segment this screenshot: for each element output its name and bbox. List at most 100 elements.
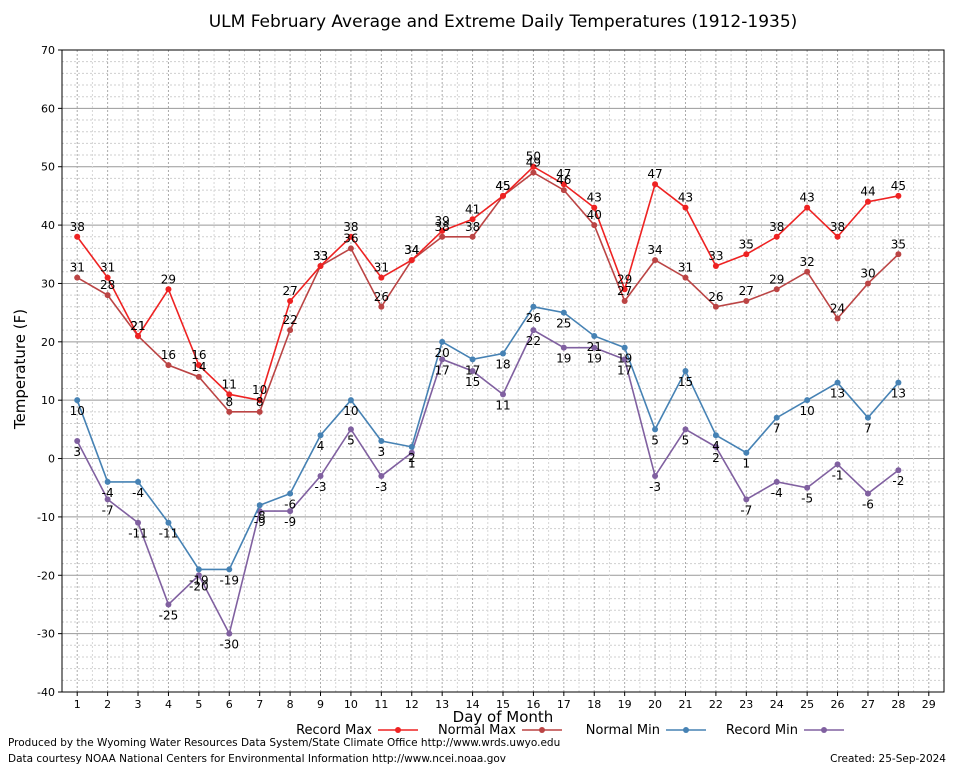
data-label-normal-max: 16 (161, 348, 176, 362)
data-point-record-min (226, 630, 233, 637)
legend-item-normal-max: Normal Max (438, 723, 562, 738)
data-label-record-max: 33 (313, 249, 328, 263)
data-label-normal-max: 29 (769, 272, 784, 286)
data-point-normal-max (652, 257, 659, 264)
data-label-record-min: -30 (219, 638, 239, 652)
data-label-record-max: 31 (374, 261, 389, 275)
data-point-normal-min (834, 379, 841, 386)
legend-label: Record Min (726, 723, 798, 738)
data-point-record-max (469, 216, 476, 223)
data-label-record-min: -6 (862, 498, 874, 512)
data-point-record-max (591, 204, 598, 211)
data-label-normal-max: 46 (556, 173, 571, 187)
x-tick-label: 1 (74, 698, 81, 711)
data-point-record-min (195, 572, 202, 579)
data-point-normal-min (652, 426, 659, 433)
data-label-record-min: -11 (128, 527, 148, 541)
y-tick-label: 40 (41, 219, 55, 232)
data-point-record-max (560, 181, 567, 188)
data-point-normal-min (226, 566, 233, 573)
legend-marker (821, 727, 827, 733)
data-label-normal-min: 7 (773, 422, 781, 436)
data-point-normal-min (804, 397, 811, 404)
data-point-record-max (804, 204, 811, 211)
data-point-normal-max (895, 251, 902, 258)
data-label-record-min: 15 (465, 375, 480, 389)
data-label-normal-max: 38 (435, 220, 450, 234)
footer-data-courtesy: Data courtesy NOAA National Centers for … (8, 753, 507, 765)
legend-label: Record Max (296, 723, 372, 738)
data-point-normal-min (408, 443, 415, 450)
data-point-record-max (165, 286, 172, 293)
series-line-record-max (76, 165, 899, 402)
data-label-record-min: 3 (73, 445, 81, 459)
data-point-normal-max (74, 274, 81, 281)
data-point-record-max (287, 297, 294, 304)
data-point-normal-max (864, 280, 871, 287)
data-label-record-max: 21 (130, 319, 145, 333)
data-point-record-min (378, 473, 385, 480)
data-point-normal-min (682, 368, 689, 374)
data-label-normal-max: 31 (70, 261, 85, 275)
data-label-normal-min: 10 (799, 404, 814, 418)
data-label-record-max: 43 (678, 191, 693, 205)
data-point-record-max (317, 262, 324, 269)
data-point-record-max (834, 233, 841, 240)
data-point-normal-max (743, 297, 750, 304)
data-label-normal-max: 14 (191, 360, 206, 374)
data-label-record-min: 17 (435, 363, 450, 377)
data-label-normal-min: 2 (408, 451, 416, 465)
x-tick-label: 24 (770, 698, 784, 711)
data-label-record-min: 19 (556, 352, 571, 366)
x-tick-label: 23 (739, 698, 753, 711)
data-point-record-max (530, 163, 537, 170)
data-label-normal-max: 34 (404, 243, 419, 257)
data-label-normal-max: 40 (587, 208, 602, 222)
data-label-record-max: 38 (343, 220, 358, 234)
data-label-record-max: 47 (556, 167, 571, 181)
data-label-normal-min: 20 (435, 346, 450, 360)
data-label-normal-max: 22 (282, 313, 297, 327)
x-tick-label: 27 (861, 698, 875, 711)
data-label-record-min: -20 (189, 579, 209, 593)
data-label-normal-min: 10 (70, 404, 85, 418)
data-label-record-max: 39 (435, 214, 450, 228)
data-label-record-min: 5 (682, 433, 690, 447)
data-point-normal-min (165, 519, 172, 526)
data-label-record-max: 43 (587, 191, 602, 205)
data-label-record-min: 11 (495, 398, 510, 412)
data-label-record-max: 38 (769, 220, 784, 234)
data-point-normal-min (560, 309, 567, 316)
data-point-record-max (226, 391, 233, 398)
y-tick-label: 60 (41, 102, 55, 115)
data-point-normal-min (347, 397, 354, 404)
data-point-record-min (287, 508, 294, 515)
x-tick-label: 17 (557, 698, 571, 711)
x-axis-label: Day of Month (453, 708, 554, 726)
data-label-record-min: -9 (254, 515, 266, 529)
footer-produced-by: Produced by the Wyoming Water Resources … (8, 737, 561, 749)
data-point-normal-min (530, 303, 537, 310)
data-label-normal-max: 28 (100, 278, 115, 292)
data-point-normal-min (135, 478, 142, 485)
data-label-normal-min: 21 (587, 340, 602, 354)
data-label-normal-min: 18 (495, 357, 510, 371)
data-label-record-max: 45 (495, 179, 510, 193)
y-tick-label: -10 (37, 511, 55, 524)
data-label-record-max: 41 (465, 202, 480, 216)
x-tick-label: 4 (165, 698, 172, 711)
data-point-record-max (104, 274, 111, 281)
footer-created-date: Created: 25-Sep-2024 (830, 753, 946, 765)
data-label-record-max: 29 (161, 272, 176, 286)
data-label-record-max: 11 (222, 377, 237, 391)
data-point-record-max (500, 192, 506, 199)
y-tick-label: -20 (37, 569, 55, 582)
data-point-normal-min (317, 432, 324, 439)
data-label-record-min: -1 (832, 468, 844, 482)
data-point-normal-min (469, 356, 476, 363)
data-point-normal-max (287, 327, 294, 334)
data-point-normal-min (287, 490, 294, 497)
data-point-normal-max (834, 315, 841, 322)
